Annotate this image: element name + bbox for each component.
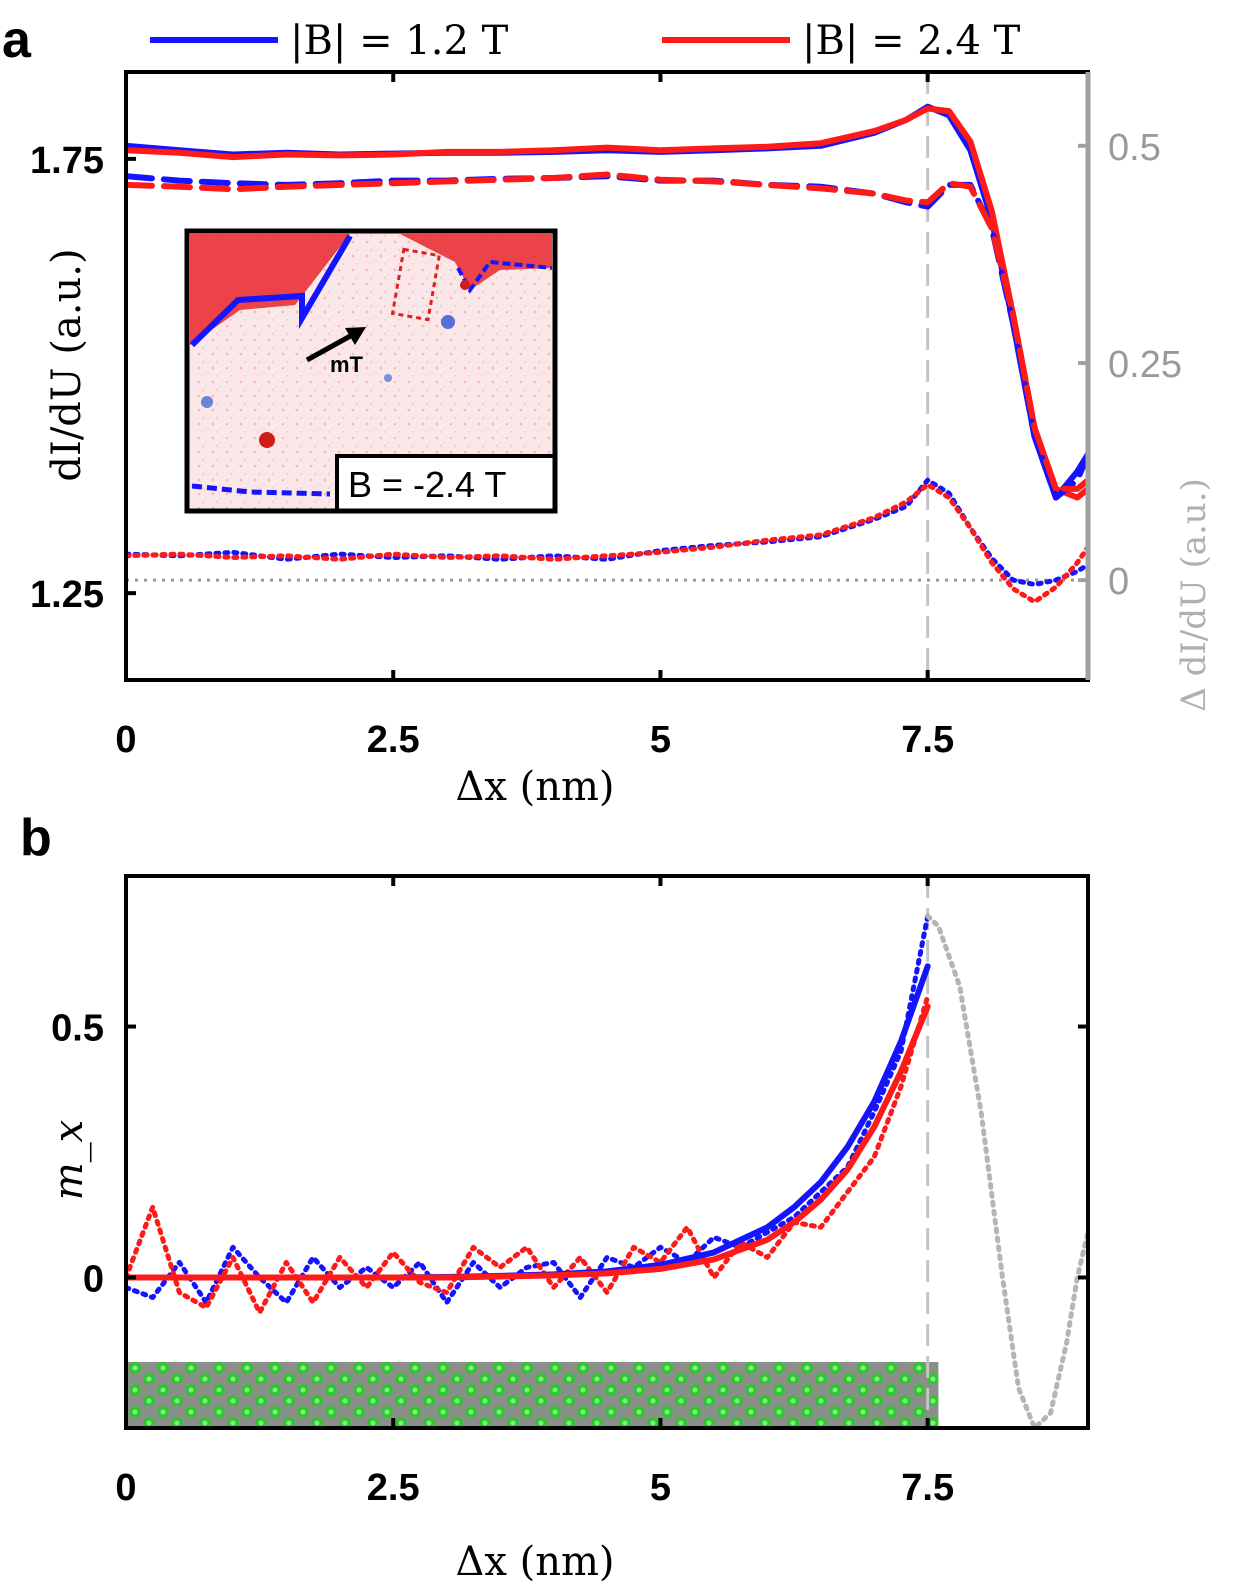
panel-b-xtick-label: 5: [650, 1467, 671, 1509]
panel-a-ytick-label-right: 0.25: [1108, 344, 1182, 386]
panel-a-xtick-label: 7.5: [901, 719, 954, 761]
panel-b-ylabel: m_x: [46, 1120, 92, 1201]
panel-b-marks: 0 2.5 5 7.5 0 0.5: [51, 874, 1090, 1509]
panel-b-series-di-du-profile-grey-: [925, 913, 1088, 1428]
panel-b-lattice: [128, 1362, 939, 1428]
inset-step-edge: [189, 234, 353, 348]
panel-b-series--b-2-4-t-fit: [126, 1003, 931, 1281]
panel-a-xlabel: Δx (nm): [455, 764, 614, 810]
panel-b-xlabel: Δx (nm): [455, 1539, 614, 1585]
panel-b-xtick-label: 7.5: [901, 1467, 954, 1509]
legend-label-2p4T: |B| = 2.4 T: [802, 18, 1021, 64]
panel-b-ytick-label: 0: [83, 1258, 104, 1300]
legend-label-1p2T: |B| = 1.2 T: [290, 18, 509, 64]
panel-a-ylabel: dI/dU (a.u.): [44, 248, 90, 481]
legend: |B| = 1.2 T |B| = 2.4 T: [150, 18, 1021, 64]
panel-b-xtick-label: 2.5: [367, 1467, 420, 1509]
panel-b-ytick-label: 0.5: [51, 1008, 104, 1050]
panel-a-xtick-label: 0: [115, 719, 136, 761]
panel-a-xtick-label: 5: [650, 719, 671, 761]
panel-b-xtick-label: 0: [115, 1467, 136, 1509]
panel-a-ytick-label: 1.75: [30, 140, 104, 182]
panel-a-ytick-label-right: 0.5: [1108, 127, 1161, 169]
inset-mT-arrow: [305, 331, 356, 363]
panel-a-ylabel-right: Δ dI/dU (a.u.): [1174, 478, 1214, 712]
inset-mT-label: mT: [330, 352, 364, 377]
panel-b-letter: b: [20, 809, 52, 867]
panel-b-series--b-1-2-t-fit: [126, 963, 931, 1281]
panel-a-ytick-label: 1.25: [30, 574, 104, 616]
panel-b-axes-box: [124, 874, 1090, 1430]
inset-field-label: B = -2.4 T: [348, 464, 506, 505]
inset-red-region: [190, 234, 350, 345]
inset-image: mT B = -2.4 T: [184, 228, 558, 514]
panel-a-chart: 0 2.5 5 7.5 1.25 1.75 0 0.25 0.5: [30, 70, 1214, 810]
panel-a-series--b-2-4-t-difference: [126, 482, 1088, 605]
panel-b-plot-area: [126, 876, 1088, 1428]
panel-a-letter: a: [2, 11, 31, 69]
inset-scan-box: [390, 247, 442, 322]
panel-a-ytick-label-right: 0: [1108, 561, 1129, 603]
panel-a-marks: 0 2.5 5 7.5 1.25 1.75 0 0.25 0.5: [30, 70, 1182, 761]
panel-a-plot-area: [126, 72, 1088, 680]
panel-a-xtick-label: 2.5: [367, 719, 420, 761]
panel-a-series--b-2-4-t-dashed: [126, 171, 1088, 492]
panel-b-series--b-1-2-t-data: [126, 913, 931, 1305]
panel-b-chart: 0 2.5 5 7.5 0 0.5 m_x Δx (nm): [46, 874, 1090, 1585]
